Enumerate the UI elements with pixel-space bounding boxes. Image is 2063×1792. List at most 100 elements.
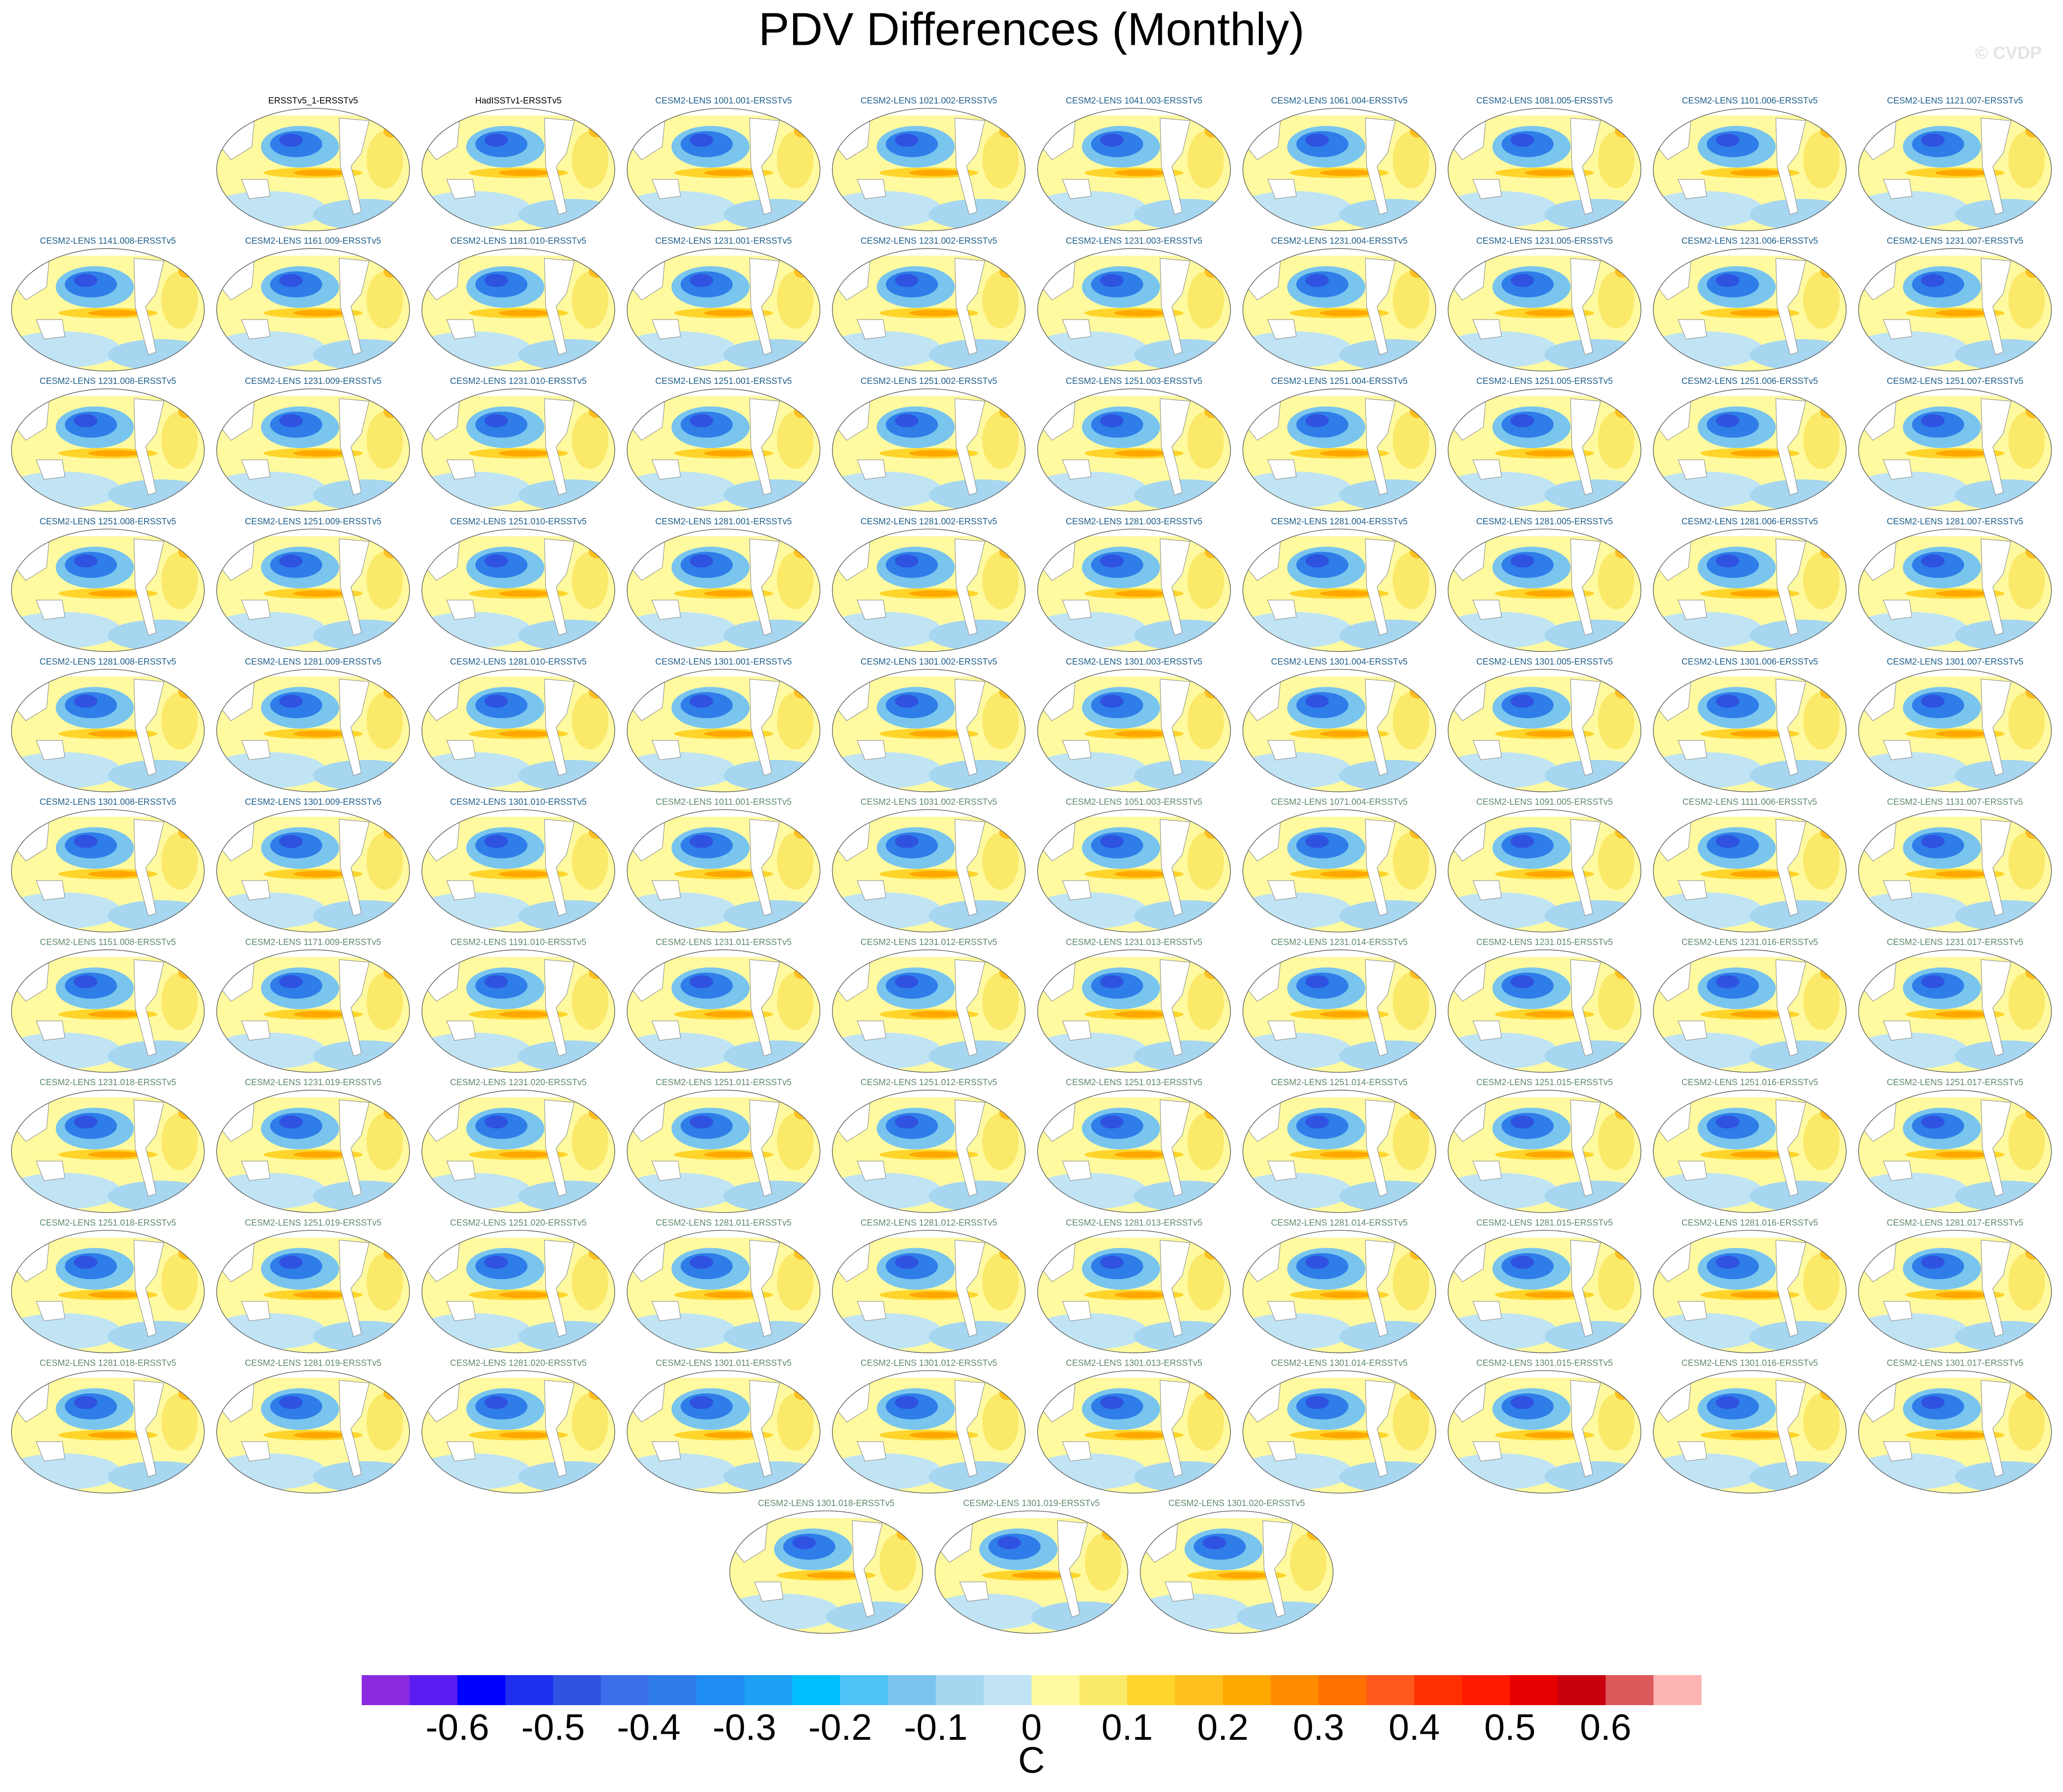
- map-panel: CESM2-LENS 1251.001-ERSSTv5: [619, 377, 828, 512]
- map-panel: CESM2-LENS 1031.002-ERSSTv5: [825, 797, 1033, 933]
- map-panel: CESM2-LENS 1281.003-ERSSTv5: [1030, 517, 1238, 652]
- map-panel: CESM2-LENS 1251.003-ERSSTv5: [1030, 377, 1238, 512]
- panel-title: CESM2-LENS 1251.001-ERSSTv5: [655, 377, 792, 386]
- map-panel: CESM2-LENS 1251.014-ERSSTv5: [1235, 1078, 1444, 1213]
- map-panel: CESM2-LENS 1231.010-ERSSTv5: [414, 377, 622, 512]
- map: [619, 1089, 828, 1213]
- panel-title: CESM2-LENS 1301.017-ERSSTv5: [1887, 1358, 2023, 1368]
- panel-title: CESM2-LENS 1301.014-ERSSTv5: [1271, 1358, 1408, 1368]
- colorbar-box: [553, 1675, 601, 1705]
- map: [414, 949, 622, 1073]
- panel-title: CESM2-LENS 1281.013-ERSSTv5: [1066, 1218, 1202, 1228]
- panel-title: CESM2-LENS 1251.020-ERSSTv5: [450, 1218, 587, 1228]
- map: [1440, 528, 1649, 652]
- panel-title: CESM2-LENS 1231.012-ERSSTv5: [861, 938, 997, 948]
- map-panel: CESM2-LENS 1251.012-ERSSTv5: [825, 1078, 1033, 1213]
- map: [1235, 1230, 1444, 1354]
- map-panel: CESM2-LENS 1301.016-ERSSTv5: [1645, 1358, 1854, 1494]
- map: [619, 949, 828, 1073]
- map: [4, 1089, 212, 1213]
- panel-title: CESM2-LENS 1281.015-ERSSTv5: [1476, 1218, 1613, 1228]
- map-panel: CESM2-LENS 1281.001-ERSSTv5: [619, 517, 828, 652]
- map: [1440, 949, 1649, 1073]
- colorbar-box: [1318, 1675, 1367, 1705]
- map-panel: CESM2-LENS 1081.005-ERSSTv5: [1440, 96, 1649, 231]
- map-panel: CESM2-LENS 1151.008-ERSSTv5: [4, 938, 212, 1073]
- map: [4, 1230, 212, 1354]
- panel-title: CESM2-LENS 1231.003-ERSSTv5: [1066, 237, 1202, 246]
- map: [825, 1230, 1033, 1354]
- panel-title: CESM2-LENS 1281.017-ERSSTv5: [1887, 1218, 2023, 1228]
- panel-title: CESM2-LENS 1251.014-ERSSTv5: [1271, 1078, 1408, 1087]
- map: [1851, 668, 2059, 792]
- map-panel: CESM2-LENS 1281.015-ERSSTv5: [1440, 1218, 1649, 1354]
- map: [1030, 388, 1238, 512]
- map: [1851, 1370, 2059, 1494]
- panel-title: CESM2-LENS 1231.016-ERSSTv5: [1681, 938, 1818, 948]
- map-panel: CESM2-LENS 1191.010-ERSSTv5: [414, 938, 622, 1073]
- map: [1851, 108, 2059, 231]
- panel-title: CESM2-LENS 1301.005-ERSSTv5: [1476, 657, 1613, 667]
- panel-title: CESM2-LENS 1231.010-ERSSTv5: [450, 377, 587, 386]
- map-panel: CESM2-LENS 1281.005-ERSSTv5: [1440, 517, 1649, 652]
- colorbar-box: [1270, 1675, 1319, 1705]
- panel-title: CESM2-LENS 1231.006-ERSSTv5: [1681, 237, 1818, 246]
- map: [4, 1370, 212, 1494]
- map-panel: CESM2-LENS 1251.013-ERSSTv5: [1030, 1078, 1238, 1213]
- colorbar-tick-label: -0.6: [425, 1707, 489, 1748]
- panel-title: CESM2-LENS 1141.008-ERSSTv5: [40, 237, 176, 246]
- panel-title: CESM2-LENS 1251.018-ERSSTv5: [40, 1218, 176, 1228]
- colorbar-tick-label: -0.4: [617, 1707, 680, 1748]
- panel-title: CESM2-LENS 1281.002-ERSSTv5: [861, 517, 997, 527]
- panel-title: CESM2-LENS 1301.007-ERSSTv5: [1887, 657, 2023, 667]
- panel-title: CESM2-LENS 1251.011-ERSSTv5: [655, 1078, 791, 1087]
- panel-title: CESM2-LENS 1301.010-ERSSTv5: [450, 797, 587, 807]
- colorbar-box: [1127, 1675, 1176, 1705]
- panel-title: CESM2-LENS 1121.007-ERSSTv5: [1887, 96, 2023, 106]
- map: [1851, 388, 2059, 512]
- colorbar-box: [649, 1675, 697, 1705]
- colorbar-box: [601, 1675, 649, 1705]
- map: [1132, 1510, 1341, 1634]
- map: [4, 809, 212, 933]
- colorbar-tick-label: 0.1: [1102, 1707, 1153, 1748]
- map: [1645, 668, 1854, 792]
- map: [414, 528, 622, 652]
- map-panel: CESM2-LENS 1301.019-ERSSTv5: [927, 1499, 1135, 1634]
- map-panel: CESM2-LENS 1251.005-ERSSTv5: [1440, 377, 1649, 512]
- panel-title: CESM2-LENS 1251.007-ERSSTv5: [1887, 377, 2023, 386]
- map: [619, 809, 828, 933]
- figure-title: PDV Differences (Monthly): [758, 3, 1305, 55]
- panel-title: CESM2-LENS 1231.017-ERSSTv5: [1887, 938, 2023, 948]
- map: [1851, 248, 2059, 372]
- map-panel: CESM2-LENS 1231.017-ERSSTv5: [1851, 938, 2059, 1073]
- panel-title: CESM2-LENS 1281.008-ERSSTv5: [40, 657, 176, 667]
- map: [1235, 388, 1444, 512]
- panel-title: CESM2-LENS 1061.004-ERSSTv5: [1271, 96, 1408, 106]
- map-panel: CESM2-LENS 1231.013-ERSSTv5: [1030, 938, 1238, 1073]
- map-panel: CESM2-LENS 1281.012-ERSSTv5: [825, 1218, 1033, 1354]
- map-panel: CESM2-LENS 1301.002-ERSSTv5: [825, 657, 1033, 792]
- panel-title: CESM2-LENS 1231.014-ERSSTv5: [1271, 938, 1408, 948]
- panel-title: CESM2-LENS 1231.013-ERSSTv5: [1066, 938, 1202, 948]
- colorbar-tick-label: 0.3: [1293, 1707, 1344, 1748]
- map-panel: CESM2-LENS 1251.002-ERSSTv5: [825, 377, 1033, 512]
- map-panel: CESM2-LENS 1231.019-ERSSTv5: [209, 1078, 417, 1213]
- panel-title: HadISSTv1-ERSSTv5: [475, 96, 562, 106]
- map-panel: CESM2-LENS 1121.007-ERSSTv5: [1851, 96, 2059, 231]
- map: [619, 1370, 828, 1494]
- map-panel: CESM2-LENS 1001.001-ERSSTv5: [619, 96, 828, 231]
- panel-title: CESM2-LENS 1281.003-ERSSTv5: [1066, 517, 1202, 527]
- map-panel: CESM2-LENS 1231.012-ERSSTv5: [825, 938, 1033, 1073]
- panel-title: CESM2-LENS 1301.011-ERSSTv5: [655, 1358, 791, 1368]
- panel-title: CESM2-LENS 1301.008-ERSSTv5: [40, 797, 176, 807]
- map: [1235, 1089, 1444, 1213]
- map: [619, 388, 828, 512]
- map: [825, 528, 1033, 652]
- map-panel: CESM2-LENS 1231.001-ERSSTv5: [619, 237, 828, 372]
- map: [209, 528, 417, 652]
- panel-title: CESM2-LENS 1281.007-ERSSTv5: [1887, 517, 2023, 527]
- map-panel: CESM2-LENS 1251.015-ERSSTv5: [1440, 1078, 1649, 1213]
- map: [209, 248, 417, 372]
- map: [1851, 528, 2059, 652]
